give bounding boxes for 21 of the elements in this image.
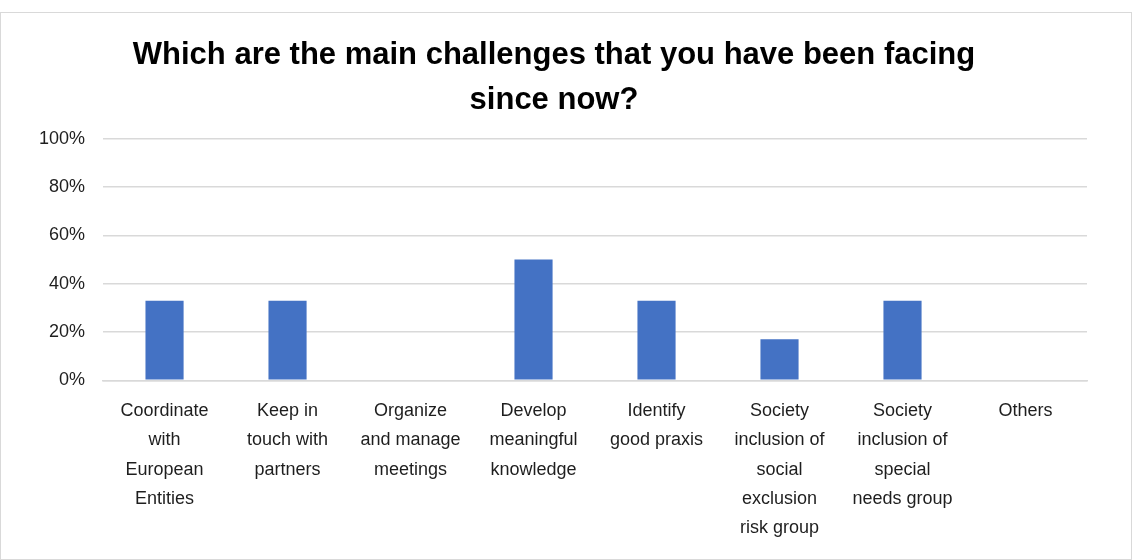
y-tick-label: 60% [49,224,86,245]
x-tick-label: Society inclusion of social exclusion risk group [734,399,826,538]
x-tick-label: Keep in touch with partners [247,399,329,479]
bar [637,300,676,380]
x-tick-label: Develop meaningful knowledge [489,399,578,479]
bar [145,300,184,380]
y-tick-label: 20% [49,320,86,341]
bar [268,300,307,380]
bar [760,339,799,380]
x-tick-label: Identify good praxis [609,399,704,450]
y-tick-label: 100% [38,127,86,148]
y-tick-label: 0% [59,369,86,390]
bar [883,300,922,380]
y-tick-label: 40% [49,272,86,293]
y-tick-label: 80% [49,176,86,197]
x-tick-label: Organize and manage meetings [360,399,461,479]
chart-title: Which are the main challenges that you have been facing since now? [132,36,976,116]
x-tick-label: Coordinate with European Entities [120,399,209,508]
x-tick-label: Others [998,399,1053,420]
bar [514,259,553,380]
x-tick-label: Society inclusion of special needs group [852,399,953,508]
